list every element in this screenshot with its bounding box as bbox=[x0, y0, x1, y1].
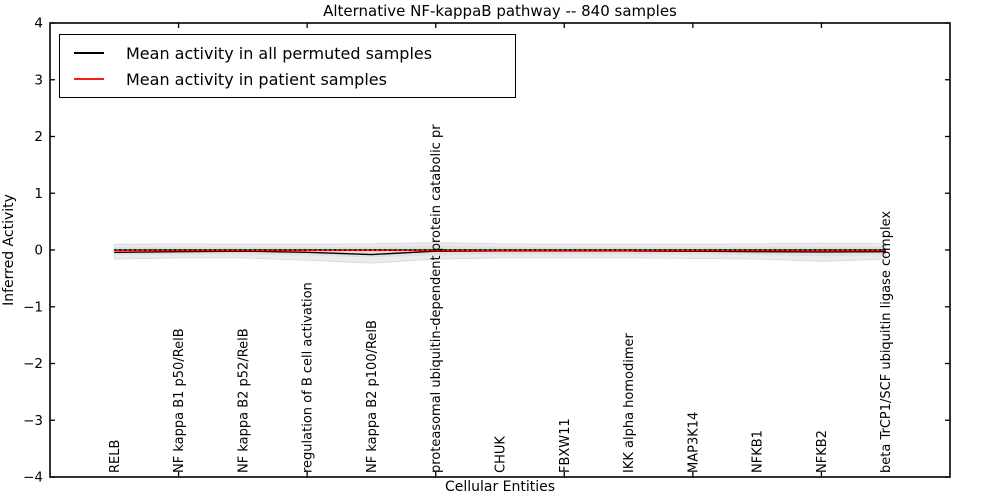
entity-label: MAP3K14 bbox=[686, 412, 701, 473]
entity-label: NF kappa B2 p52/RelB bbox=[236, 328, 251, 473]
entity-label: regulation of B cell activation bbox=[301, 282, 316, 473]
chart-title: Alternative NF-kappaB pathway -- 840 sam… bbox=[323, 2, 677, 20]
legend-line-sample-permuted bbox=[74, 52, 104, 54]
y-tick-label: −3 bbox=[23, 413, 43, 429]
y-tick-label: 0 bbox=[34, 243, 43, 259]
y-tick-label: 1 bbox=[34, 186, 43, 202]
y-axis-label: Inferred Activity bbox=[1, 194, 17, 306]
legend-label-permuted: Mean activity in all permuted samples bbox=[126, 43, 433, 63]
legend-entry-permuted: Mean activity in all permuted samples bbox=[60, 40, 515, 66]
legend-label-patient: Mean activity in patient samples bbox=[126, 69, 387, 89]
y-tick-label: −1 bbox=[23, 299, 43, 315]
y-tick-label: −4 bbox=[23, 470, 43, 486]
y-tick-label: −2 bbox=[23, 356, 43, 372]
legend-line-sample-patient bbox=[74, 78, 104, 80]
legend-entry-patient: Mean activity in patient samples bbox=[60, 66, 515, 92]
entity-label: NF kappa B2 p100/RelB bbox=[365, 320, 380, 473]
entity-label: IKK alpha homodimer bbox=[622, 332, 637, 473]
entity-label: NFKB1 bbox=[751, 430, 766, 473]
entity-label: CHUK bbox=[494, 436, 509, 473]
band-permuted-spread-inner bbox=[114, 246, 886, 258]
y-tick-label: 3 bbox=[34, 72, 43, 88]
legend: Mean activity in all permuted samples Me… bbox=[59, 34, 516, 98]
y-tick-label: 4 bbox=[34, 16, 43, 32]
entity-label: proteasomal ubiquitin-dependent protein … bbox=[429, 124, 444, 473]
x-axis-label: Cellular Entities bbox=[444, 479, 556, 495]
entity-label: NFKB2 bbox=[815, 430, 830, 473]
entity-label: FBXW11 bbox=[558, 418, 573, 473]
entity-label: NF kappa B1 p50/RelB bbox=[172, 328, 187, 473]
entity-label: beta TrCP1/SCF ubiquitin ligase complex bbox=[879, 211, 894, 473]
entity-label: RELB bbox=[108, 440, 123, 473]
y-tick-label: 2 bbox=[34, 129, 43, 145]
